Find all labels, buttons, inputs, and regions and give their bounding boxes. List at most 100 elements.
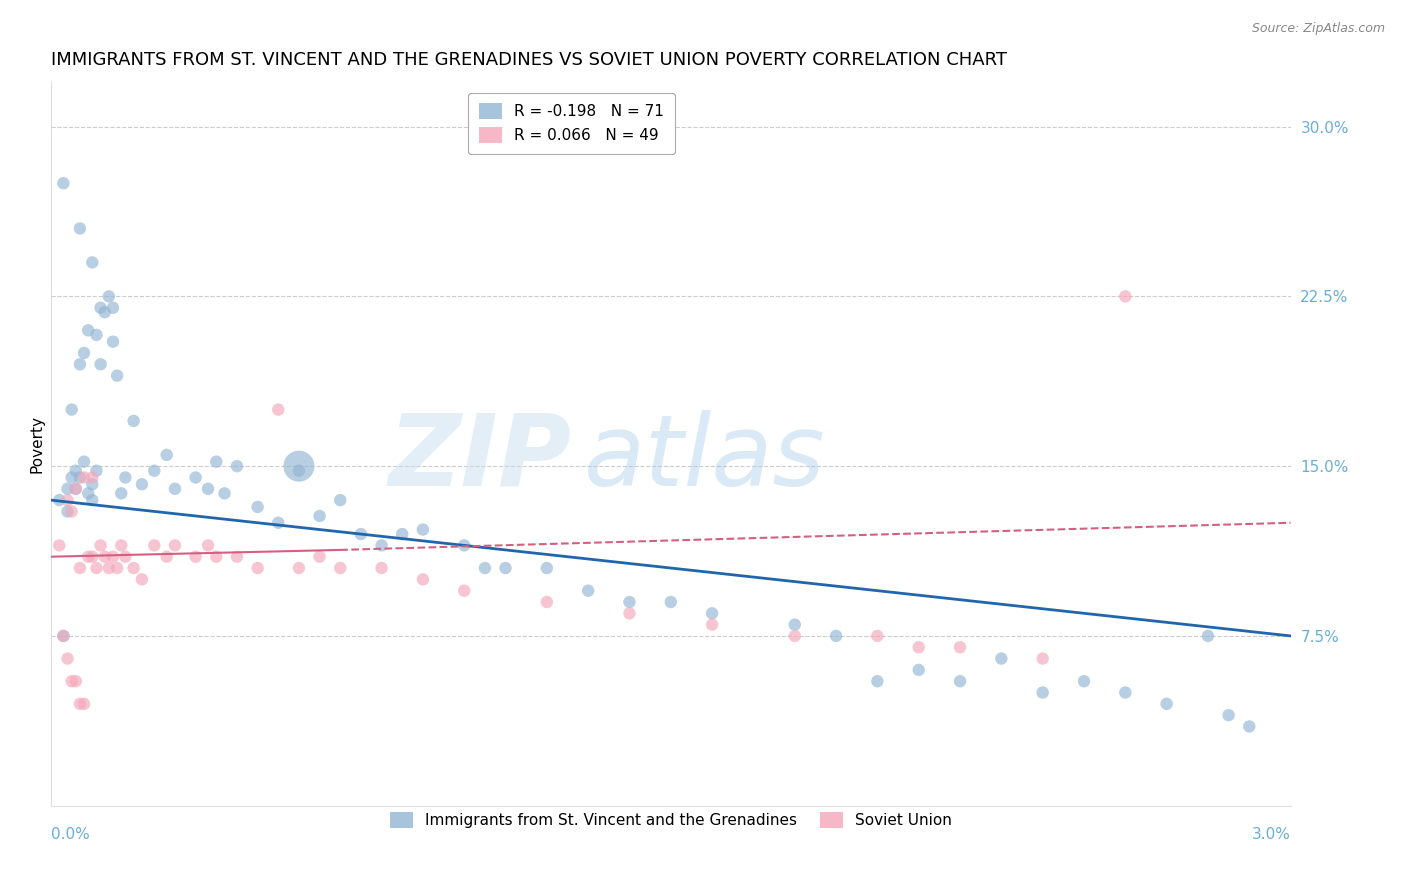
Point: [122, 414, 145, 428]
Point: [949, 674, 972, 689]
Point: [143, 464, 166, 478]
Point: [783, 629, 806, 643]
Point: [56, 504, 79, 518]
Point: [143, 538, 166, 552]
Point: [907, 663, 929, 677]
Point: [1156, 697, 1178, 711]
Point: [73, 346, 96, 360]
Point: [329, 561, 352, 575]
Point: [1239, 719, 1261, 733]
Point: [114, 549, 136, 564]
Point: [122, 561, 145, 575]
Point: [48, 538, 70, 552]
Point: [308, 549, 330, 564]
Point: [65, 464, 87, 478]
Point: [391, 527, 413, 541]
Point: [329, 493, 352, 508]
Text: 3.0%: 3.0%: [1251, 828, 1291, 842]
Point: [1114, 685, 1136, 699]
Point: [69, 697, 91, 711]
Point: [82, 477, 104, 491]
Text: Source: ZipAtlas.com: Source: ZipAtlas.com: [1251, 22, 1385, 36]
Point: [1114, 289, 1136, 303]
Point: [412, 572, 434, 586]
Point: [184, 470, 207, 484]
Point: [60, 674, 83, 689]
Point: [288, 464, 311, 478]
Point: [69, 561, 91, 575]
Point: [866, 674, 889, 689]
Point: [226, 459, 249, 474]
Point: [783, 617, 806, 632]
Point: [52, 629, 75, 643]
Point: [214, 486, 236, 500]
Point: [65, 482, 87, 496]
Point: [1073, 674, 1095, 689]
Text: ZIP: ZIP: [388, 409, 572, 507]
Point: [288, 561, 311, 575]
Point: [453, 538, 475, 552]
Text: 0.0%: 0.0%: [51, 828, 90, 842]
Text: IMMIGRANTS FROM ST. VINCENT AND THE GRENADINES VS SOVIET UNION POVERTY CORRELATI: IMMIGRANTS FROM ST. VINCENT AND THE GREN…: [51, 51, 1007, 69]
Point: [659, 595, 682, 609]
Point: [110, 486, 132, 500]
Point: [101, 301, 124, 315]
Point: [77, 486, 100, 500]
Point: [86, 464, 108, 478]
Point: [52, 629, 75, 643]
Point: [197, 538, 219, 552]
Point: [93, 305, 115, 319]
Point: [56, 651, 79, 665]
Point: [700, 607, 723, 621]
Point: [60, 504, 83, 518]
Point: [163, 538, 186, 552]
Point: [197, 482, 219, 496]
Point: [69, 357, 91, 371]
Point: [90, 538, 112, 552]
Point: [576, 583, 599, 598]
Point: [97, 289, 120, 303]
Point: [90, 357, 112, 371]
Point: [65, 482, 87, 496]
Point: [105, 368, 128, 383]
Point: [131, 572, 153, 586]
Point: [77, 323, 100, 337]
Point: [82, 255, 104, 269]
Text: atlas: atlas: [583, 409, 825, 507]
Point: [131, 477, 153, 491]
Point: [700, 617, 723, 632]
Point: [990, 651, 1012, 665]
Point: [105, 561, 128, 575]
Point: [110, 538, 132, 552]
Point: [495, 561, 517, 575]
Point: [97, 561, 120, 575]
Point: [246, 561, 269, 575]
Point: [536, 561, 558, 575]
Point: [73, 697, 96, 711]
Point: [267, 402, 290, 417]
Point: [69, 470, 91, 484]
Point: [205, 549, 228, 564]
Point: [101, 334, 124, 349]
Legend: Immigrants from St. Vincent and the Grenadines, Soviet Union: Immigrants from St. Vincent and the Gren…: [384, 806, 957, 834]
Point: [1218, 708, 1240, 723]
Point: [60, 470, 83, 484]
Y-axis label: Poverty: Poverty: [30, 415, 44, 473]
Point: [86, 561, 108, 575]
Point: [226, 549, 249, 564]
Point: [90, 301, 112, 315]
Point: [453, 583, 475, 598]
Point: [163, 482, 186, 496]
Point: [56, 482, 79, 496]
Point: [1032, 651, 1054, 665]
Point: [246, 500, 269, 514]
Point: [619, 607, 641, 621]
Point: [1032, 685, 1054, 699]
Point: [52, 176, 75, 190]
Point: [156, 448, 179, 462]
Point: [93, 549, 115, 564]
Point: [82, 470, 104, 484]
Point: [288, 459, 311, 474]
Point: [156, 549, 179, 564]
Point: [866, 629, 889, 643]
